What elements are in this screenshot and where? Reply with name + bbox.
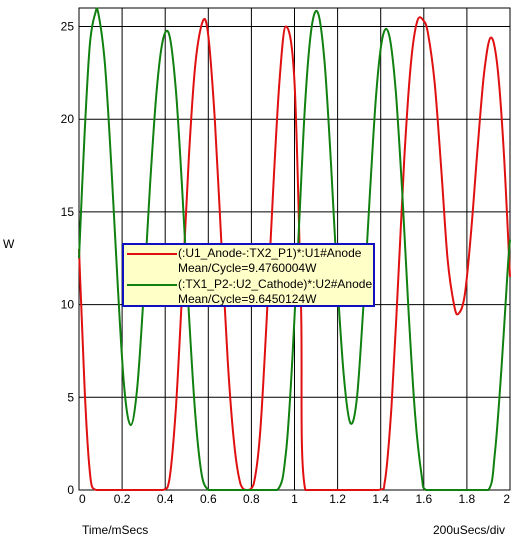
x-tick-label: 1.8 [459, 492, 476, 506]
y-tick-label: 0 [67, 483, 74, 497]
x-tick-label: 2 [503, 492, 510, 506]
x-tick-label: 1.4 [372, 492, 389, 506]
y-axis-label: W [3, 237, 15, 251]
legend-swatch-red [127, 253, 177, 255]
legend: (:U1_Anode-:TX2_P1)*:U1#Anode Mean/Cycle… [122, 243, 375, 307]
legend-series-name: (:TX1_P2-:U2_Cathode)*:U2#Anode [178, 277, 373, 291]
x-tick-label: 0.4 [157, 492, 174, 506]
x-axis-label: Time/mSecs [82, 523, 149, 537]
x-tick-labels: 0 0.2 0.4 0.6 0.8 1 1.2 1.4 1.6 1.8 2 [79, 492, 510, 506]
x-tick-label: 0.2 [114, 492, 131, 506]
x-tick-label: 0.6 [200, 492, 217, 506]
x-tick-label: 1 [291, 492, 298, 506]
x-tick-label: 1.6 [415, 492, 432, 506]
x-scale-label: 200uSecs/div [433, 523, 506, 537]
legend-entry-u1-anode: (:U1_Anode-:TX2_P1)*:U1#Anode Mean/Cycle… [124, 245, 373, 277]
y-tick-label: 15 [61, 205, 75, 219]
legend-entry-u2-anode: (:TX1_P2-:U2_Cathode)*:U2#Anode Mean/Cyc… [124, 276, 373, 308]
y-tick-label: 20 [61, 112, 75, 126]
y-tick-label: 25 [61, 20, 75, 34]
x-tick-label: 0 [79, 492, 86, 506]
series-line-u1-anode [78, 16, 511, 491]
legend-swatch-green [127, 284, 177, 286]
legend-series-stat: Mean/Cycle=9.6450124W [178, 292, 317, 306]
y-tick-labels: 0 5 10 15 20 25 [61, 20, 75, 497]
legend-series-stat: Mean/Cycle=9.4760004W [178, 261, 317, 275]
y-tick-label: 5 [67, 390, 74, 404]
x-tick-label: 0.8 [243, 492, 260, 506]
y-tick-label: 10 [61, 298, 75, 312]
x-tick-label: 1.2 [329, 492, 346, 506]
legend-series-name: (:U1_Anode-:TX2_P1)*:U1#Anode [178, 246, 362, 260]
